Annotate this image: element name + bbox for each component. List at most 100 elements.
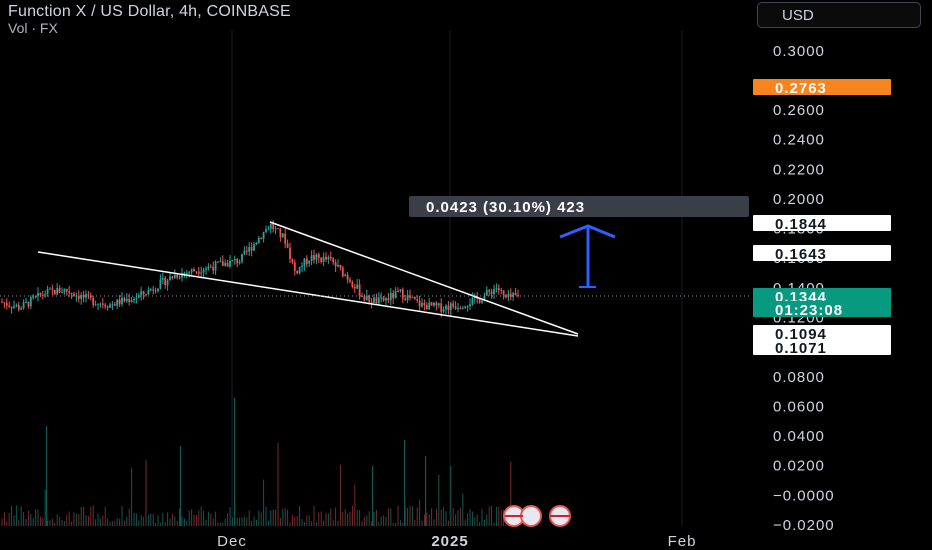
- volume-bar: [174, 516, 176, 526]
- volume-bar: [63, 521, 65, 526]
- candle: [190, 268, 193, 276]
- volume-bar: [459, 507, 461, 526]
- volume-bar: [152, 514, 154, 526]
- candle: [305, 255, 308, 268]
- volume-bar: [212, 518, 214, 526]
- volume-bar: [155, 522, 157, 526]
- y-tick-label: 0.0200: [773, 458, 825, 475]
- candle: [217, 261, 219, 263]
- y-tick-label: 0.0400: [773, 428, 825, 445]
- candle: [281, 232, 284, 239]
- candle: [133, 297, 135, 304]
- candle: [341, 265, 344, 278]
- volume-bar: [35, 509, 37, 526]
- candle: [481, 299, 483, 304]
- candle: [363, 294, 366, 302]
- volume-bar: [263, 479, 265, 526]
- candle: [351, 280, 354, 289]
- volume-bar: [217, 522, 219, 526]
- candle: [135, 292, 138, 304]
- candle: [502, 290, 505, 300]
- candle: [332, 256, 335, 265]
- candle: [20, 306, 23, 311]
- volume-bar: [150, 513, 152, 526]
- candle: [159, 274, 162, 290]
- candle: [85, 290, 87, 303]
- volume-bar: [402, 522, 404, 526]
- volume-bar: [299, 505, 301, 526]
- candle: [188, 271, 191, 278]
- candle: [373, 294, 375, 303]
- candle: [449, 301, 452, 316]
- volume-bar: [164, 521, 166, 526]
- volume-bar: [138, 520, 140, 526]
- volume-bar: [416, 507, 418, 526]
- volume-bar: [291, 515, 293, 526]
- volume-bar: [433, 519, 435, 526]
- y-tick-label: −0.0000: [773, 487, 835, 504]
- x-tick-label: 2025: [431, 533, 468, 550]
- candle: [490, 288, 493, 299]
- candle: [1, 298, 3, 304]
- volume-bar: [510, 461, 512, 526]
- volume-bar: [272, 509, 274, 526]
- volume-bar: [205, 519, 207, 526]
- candle: [13, 300, 15, 310]
- candle: [517, 289, 519, 298]
- svg-text:0.1643: 0.1643: [775, 246, 827, 263]
- currency-button[interactable]: USD: [757, 2, 921, 28]
- volume-bar: [363, 517, 365, 526]
- candle: [75, 292, 78, 302]
- volume-bar: [462, 493, 464, 526]
- volume-bar: [97, 513, 99, 526]
- candle: [51, 284, 54, 296]
- candle: [301, 262, 303, 272]
- candle: [262, 231, 265, 243]
- candle: [442, 306, 445, 314]
- volume-bar: [399, 520, 401, 526]
- candle: [437, 302, 440, 309]
- volume-bar: [210, 513, 212, 526]
- volume-bar: [483, 519, 485, 526]
- volume-bar: [25, 518, 27, 526]
- candle: [296, 270, 299, 275]
- volume-bar: [3, 512, 5, 526]
- volume-bar: [450, 466, 452, 526]
- volume-bar: [234, 398, 236, 526]
- candle: [471, 292, 474, 306]
- volume-bar: [455, 514, 457, 526]
- volume-bar: [383, 515, 385, 526]
- y-tick-label: 0.2400: [773, 132, 825, 149]
- candle: [149, 287, 152, 292]
- svg-text:0.1844: 0.1844: [775, 216, 827, 233]
- volume-bar: [145, 459, 147, 526]
- candle: [512, 291, 515, 301]
- volume-bar: [495, 507, 497, 526]
- candle: [145, 293, 147, 297]
- volume-bar: [452, 508, 454, 526]
- volume-bar: [44, 489, 46, 526]
- volume-bar: [30, 514, 32, 526]
- candle: [394, 287, 397, 299]
- candle: [308, 259, 311, 267]
- volume-bar: [347, 513, 349, 526]
- candle: [274, 225, 277, 235]
- candle: [409, 289, 411, 301]
- volume-bar: [387, 508, 389, 526]
- candle: [176, 274, 179, 280]
- candle: [82, 290, 85, 303]
- y-tick-label: 0.0800: [773, 369, 825, 386]
- volume-bar: [488, 506, 490, 526]
- volume-bar: [318, 512, 320, 526]
- volume-bar: [51, 518, 53, 526]
- volume-bar: [162, 512, 164, 526]
- candle: [53, 289, 56, 295]
- candle: [140, 286, 143, 301]
- volume-bar: [294, 516, 296, 526]
- volume-bar: [109, 521, 111, 526]
- svg-text:0.2763: 0.2763: [775, 80, 827, 97]
- volume-bar: [287, 509, 289, 526]
- candle: [421, 298, 423, 308]
- candle: [413, 296, 416, 300]
